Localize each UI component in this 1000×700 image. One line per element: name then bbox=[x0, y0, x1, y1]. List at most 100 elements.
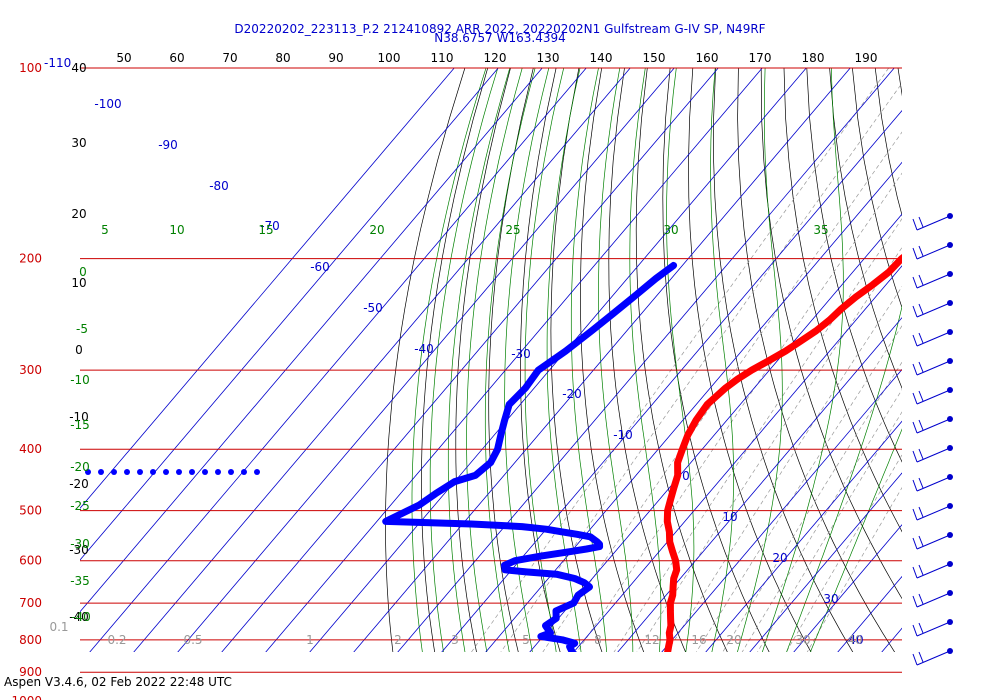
top-axis-label: 90 bbox=[328, 51, 343, 65]
dry-adiabat-line bbox=[385, 68, 466, 652]
mixing-ratio-line bbox=[542, 131, 902, 652]
dry-adiabat-line bbox=[944, 68, 1000, 700]
isotherm-line bbox=[705, 420, 902, 652]
dry-adiabat-line bbox=[635, 68, 728, 652]
isotherm-line bbox=[397, 68, 895, 652]
wind-barb bbox=[912, 503, 953, 521]
isotherm-label: -60 bbox=[310, 260, 330, 274]
dewpoint-dot bbox=[137, 469, 143, 475]
mixing-ratio-line bbox=[757, 411, 902, 652]
isotherm-label: -40 bbox=[414, 342, 434, 356]
dewpoint-dot bbox=[111, 469, 117, 475]
mixing-ratio-label: 0.2 bbox=[107, 633, 126, 647]
isotherm-line bbox=[89, 68, 587, 652]
mixing-ratio-line bbox=[785, 454, 902, 652]
pressure-top-temp-label: -110 bbox=[44, 56, 71, 70]
isotherm-line bbox=[353, 68, 851, 652]
mixing-ratio-label: 5 bbox=[522, 633, 530, 647]
isotherm-label: -70 bbox=[260, 219, 280, 233]
pressure-label: 600 bbox=[19, 554, 42, 568]
footer-version-timestamp: Aspen V3.4.6, 02 Feb 2022 22:48 UTC bbox=[4, 675, 232, 689]
top-axis-label: 140 bbox=[590, 51, 613, 65]
moist-adiabat-line bbox=[466, 68, 523, 652]
dry-adiabat-line bbox=[421, 68, 489, 652]
dry-adiabat-line bbox=[966, 68, 1000, 700]
isotherm-label: -20 bbox=[562, 387, 582, 401]
moist-adiabat-line bbox=[504, 68, 550, 652]
wind-barb bbox=[912, 300, 953, 318]
isotherm-line bbox=[133, 68, 631, 652]
pressure-label: 200 bbox=[19, 252, 42, 266]
dry-adiabat-line bbox=[608, 68, 686, 652]
dewpoint-dot bbox=[241, 469, 247, 475]
isotherm-label: -100 bbox=[94, 97, 121, 111]
dry-adiabat-line bbox=[783, 68, 902, 533]
isotherm-line bbox=[80, 68, 499, 561]
isotherm-line bbox=[793, 524, 902, 652]
dewpoint-dot bbox=[98, 469, 104, 475]
moist-adiabat-label: -30 bbox=[70, 537, 90, 551]
moist-adiabat-line bbox=[761, 68, 844, 652]
isotherm-line bbox=[837, 575, 902, 652]
isotherm-line bbox=[221, 68, 719, 652]
mixing-ratio-label: 2 bbox=[394, 633, 402, 647]
moist-adiabat-line bbox=[710, 68, 734, 652]
dry-adiabat-label: -20 bbox=[69, 477, 89, 491]
moist-adiabat-line bbox=[737, 68, 783, 652]
moist-adiabat-line bbox=[629, 68, 662, 652]
moist-adiabat-label: 30 bbox=[663, 223, 678, 237]
isotherm-line bbox=[881, 627, 902, 652]
wind-barb bbox=[912, 445, 953, 463]
top-axis-label: 80 bbox=[275, 51, 290, 65]
chart-title: D20220202_223113_P.2 212410892 ARR 2022,… bbox=[234, 22, 765, 36]
moist-adiabat-label: 15 bbox=[258, 223, 273, 237]
mixing-ratio-label: 1 bbox=[306, 633, 314, 647]
moist-adiabat-line bbox=[570, 68, 607, 652]
top-axis-label: 150 bbox=[643, 51, 666, 65]
mixing-ratio-line bbox=[695, 325, 902, 652]
isotherm-label: 0 bbox=[682, 469, 690, 483]
isotherm-label: -50 bbox=[363, 301, 383, 315]
top-axis-label: 60 bbox=[169, 51, 184, 65]
isotherm-line bbox=[441, 110, 902, 652]
dewpoint-trace bbox=[382, 261, 678, 652]
chart-subtitle-location: N38.6757 W163.4394 bbox=[434, 31, 566, 45]
top-axis-label: 70 bbox=[222, 51, 237, 65]
top-axis-label: 190 bbox=[855, 51, 878, 65]
dewpoint-dot bbox=[189, 469, 195, 475]
dewpoint-dot bbox=[163, 469, 169, 475]
isotherm-line bbox=[617, 317, 902, 652]
dry-adiabat-label: -40 bbox=[69, 610, 89, 624]
dry-adiabat-line bbox=[580, 68, 645, 652]
dry-adiabat-label: 10 bbox=[71, 276, 86, 290]
moist-adiabat-label: -10 bbox=[70, 373, 90, 387]
dry-adiabat-line bbox=[806, 68, 902, 463]
dry-adiabat-line bbox=[874, 68, 902, 217]
dry-adiabat-label: 40 bbox=[71, 61, 86, 75]
moist-adiabat-line bbox=[447, 68, 511, 652]
mixing-ratio-label: 0.1 bbox=[49, 620, 68, 634]
wind-barb bbox=[912, 590, 953, 608]
dewpoint-dot bbox=[124, 469, 130, 475]
pressure-label: 700 bbox=[19, 596, 42, 610]
wind-barb bbox=[912, 358, 953, 376]
moist-adiabat-label: 35 bbox=[813, 223, 828, 237]
dewpoint-dot bbox=[202, 469, 208, 475]
dewpoint-dot bbox=[215, 469, 221, 475]
dry-adiabat-label: -30 bbox=[69, 543, 89, 557]
wind-barb bbox=[912, 213, 953, 231]
wind-barb bbox=[912, 387, 953, 405]
top-axis-label: 110 bbox=[431, 51, 454, 65]
mixing-ratio-label: 20 bbox=[726, 633, 741, 647]
isotherm-line bbox=[661, 368, 902, 652]
moist-adiabat-label: 20 bbox=[369, 223, 384, 237]
moist-adiabat-label: 10 bbox=[169, 223, 184, 237]
mixing-ratio-line bbox=[500, 82, 902, 652]
pressure-label: 900 bbox=[19, 665, 42, 679]
moist-adiabat-label: -35 bbox=[70, 574, 90, 588]
dry-adiabat-line bbox=[760, 68, 902, 600]
pressure-label: 800 bbox=[19, 633, 42, 647]
top-axis-label: 160 bbox=[696, 51, 719, 65]
moist-adiabat-label: 25 bbox=[505, 223, 520, 237]
top-axis-label: 100 bbox=[378, 51, 401, 65]
